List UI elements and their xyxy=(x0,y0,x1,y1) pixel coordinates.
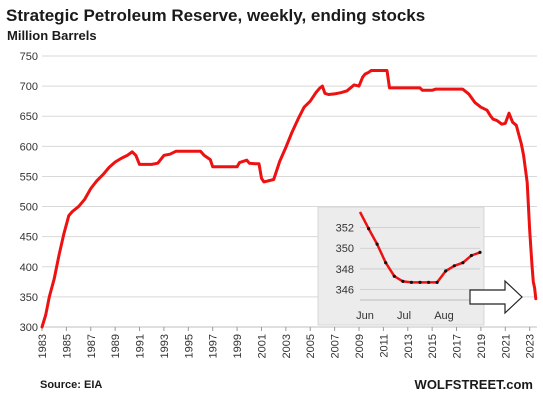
brand-label: WOLFSTREET.com xyxy=(415,377,533,392)
main-grid xyxy=(42,55,537,328)
main-y-tick-label: 650 xyxy=(20,111,38,123)
inset-series xyxy=(358,211,482,284)
inset-point xyxy=(409,280,413,284)
spr-stocks-line xyxy=(40,69,538,329)
inset-point xyxy=(375,242,379,246)
main-y-tick-label: 750 xyxy=(20,51,38,63)
main-x-axis: 1983 1985 1987 1989 1991 1993 1995 1997 1999 2001… xyxy=(37,327,537,358)
main-x-tick-label: 2015 xyxy=(427,334,439,358)
main-x-tick-label: 2021 xyxy=(500,334,512,358)
main-x-tick-label: 1985 xyxy=(61,334,73,358)
main-x-tick-label: 1999 xyxy=(232,334,244,358)
inset-point xyxy=(367,227,371,231)
inset-point xyxy=(384,261,388,265)
main-y-tick-label: 550 xyxy=(20,171,38,183)
main-y-axis: 300 350 400 450 500 550 600 650 700 750 xyxy=(20,51,38,334)
inset-y-tick-label: 352 xyxy=(336,223,354,235)
main-y-tick-label: 700 xyxy=(20,81,38,93)
inset-x-tick-label: Jul xyxy=(397,310,411,322)
main-x-tick-label: 2005 xyxy=(305,334,317,358)
main-x-tick-label: 1997 xyxy=(208,334,220,358)
inset-point xyxy=(444,269,448,273)
main-x-tick-label: 1993 xyxy=(159,334,171,358)
inset-point xyxy=(418,280,422,284)
inset-y-tick-label: 350 xyxy=(336,243,354,255)
main-y-tick-label: 450 xyxy=(20,232,38,244)
inset-x-tick-label: Jun xyxy=(356,310,374,322)
main-x-tick-label: 1991 xyxy=(135,334,147,358)
main-y-tick-label: 400 xyxy=(20,262,38,274)
main-y-tick-label: 350 xyxy=(20,292,38,304)
chart-title: Strategic Petroleum Reserve, weekly, end… xyxy=(6,6,425,25)
main-x-tick-label: 2003 xyxy=(281,334,293,358)
main-x-tick-label: 1995 xyxy=(183,334,195,358)
main-y-tick-label: 300 xyxy=(20,322,38,334)
inset-x-tick-label: Aug xyxy=(434,310,454,322)
inset-point xyxy=(392,274,396,278)
main-x-tick-label: 2001 xyxy=(256,334,268,358)
main-x-tick-label: 2013 xyxy=(403,334,415,358)
main-x-tick-label: 2007 xyxy=(330,334,342,358)
main-y-tick-label: 500 xyxy=(20,202,38,214)
inset-y-tick-label: 346 xyxy=(336,285,354,297)
source-label: Source: EIA xyxy=(40,379,102,391)
inset-y-tick-label: 348 xyxy=(336,264,354,276)
inset-y-axis: 346 348 350 352 xyxy=(336,223,354,297)
main-x-tick-label: 2011 xyxy=(378,334,390,358)
main-x-tick-label: 1983 xyxy=(37,334,49,358)
main-x-tick-label: 1987 xyxy=(86,334,98,358)
main-x-tick-label: 2009 xyxy=(354,334,366,358)
inset-point xyxy=(452,264,456,268)
main-series xyxy=(40,69,538,329)
inset-point xyxy=(427,280,431,284)
chart-subtitle: Million Barrels xyxy=(7,28,97,43)
main-x-tick-label: 2023 xyxy=(525,334,537,358)
main-x-tick-label: 2017 xyxy=(452,334,464,358)
inset-point xyxy=(401,279,405,283)
main-x-tick-label: 2019 xyxy=(476,334,488,358)
inset-x-axis: Jun Jul Aug xyxy=(356,310,454,322)
main-y-tick-label: 600 xyxy=(20,141,38,153)
main-x-tick-label: 1989 xyxy=(110,334,122,358)
inset-point xyxy=(461,261,465,265)
pointer-arrow-icon xyxy=(469,279,523,315)
inset-point xyxy=(478,250,482,254)
inset-point xyxy=(469,253,473,258)
inset-point xyxy=(435,280,439,284)
